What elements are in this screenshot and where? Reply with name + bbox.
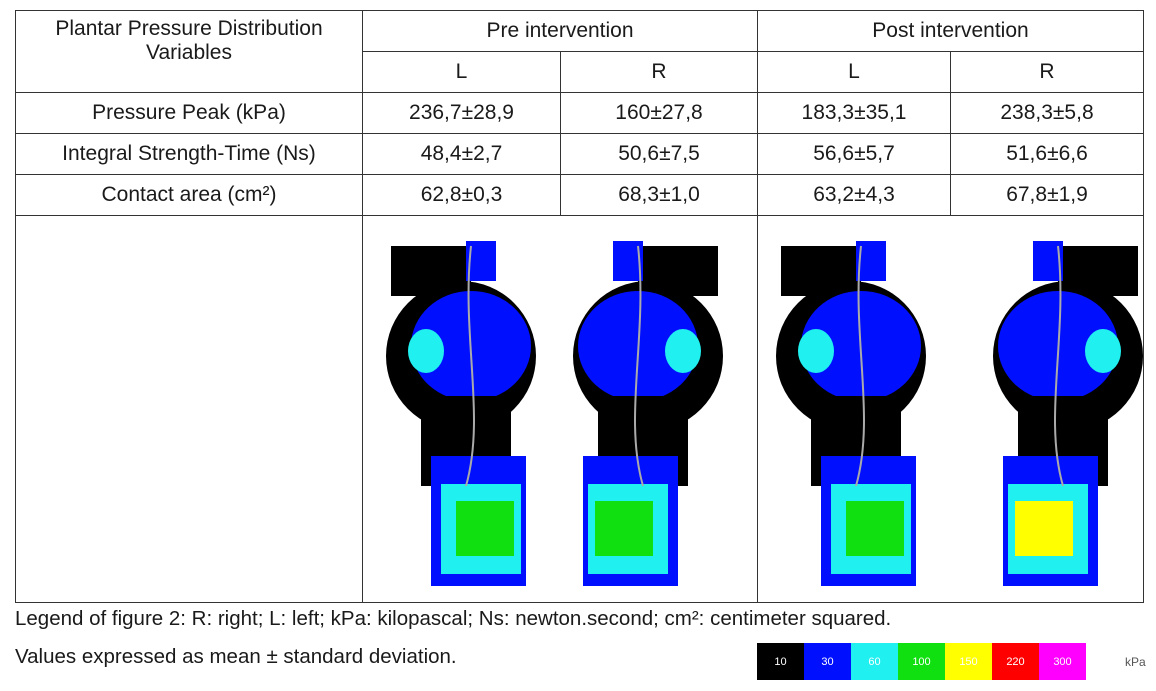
header-side: L: [758, 52, 951, 93]
scale-unit: kPa: [1125, 655, 1146, 669]
scale-step: 30: [804, 643, 851, 680]
scale-step: 60: [851, 643, 898, 680]
foot: [573, 241, 723, 586]
foot-heel: [1015, 501, 1073, 556]
header-side: L: [363, 52, 561, 93]
value-cell: 48,4±2,7: [363, 134, 561, 175]
foot-forefoot-hot: [1085, 329, 1121, 373]
scale-step: 10: [757, 643, 804, 680]
foot-heel: [595, 501, 653, 556]
results-table: Plantar Pressure Distribution Variables …: [15, 10, 1144, 603]
image-cell: [363, 216, 758, 603]
scale-step: 100: [898, 643, 945, 680]
value-cell: 50,6±7,5: [561, 134, 758, 175]
header-side: R: [951, 52, 1144, 93]
empty-cell: [16, 216, 363, 603]
value-cell: 68,3±1,0: [561, 175, 758, 216]
value-cell: 236,7±28,9: [363, 93, 561, 134]
value-cell: 62,8±0,3: [363, 175, 561, 216]
scale-step: 150: [945, 643, 992, 680]
variable-cell: Contact area (cm²): [16, 175, 363, 216]
variable-cell: Pressure Peak (kPa): [16, 93, 363, 134]
foot-forefoot-hot: [408, 329, 444, 373]
pressure-map: [363, 216, 758, 602]
caption: Values expressed as mean ± standard devi…: [15, 645, 457, 669]
foot-forefoot-hot: [665, 329, 701, 373]
scale-step: 300: [1039, 643, 1086, 680]
header-group: Pre intervention: [363, 11, 758, 52]
image-cell: [758, 216, 1144, 603]
foot-heel: [846, 501, 904, 556]
value-cell: 56,6±5,7: [758, 134, 951, 175]
foot: [993, 241, 1143, 586]
page: Plantar Pressure Distribution Variables …: [0, 0, 1156, 691]
value-cell: 183,3±35,1: [758, 93, 951, 134]
value-cell: 160±27,8: [561, 93, 758, 134]
header-variable: Plantar Pressure Distribution Variables: [16, 11, 363, 93]
value-cell: 238,3±5,8: [951, 93, 1144, 134]
scale-step: 220: [992, 643, 1039, 680]
foot: [776, 241, 926, 586]
header-side: R: [561, 52, 758, 93]
foot: [386, 241, 536, 586]
variable-cell: Integral Strength-Time (Ns): [16, 134, 363, 175]
caption: Legend of figure 2: R: right; L: left; k…: [15, 607, 891, 631]
foot-heel: [456, 501, 514, 556]
value-cell: 63,2±4,3: [758, 175, 951, 216]
pressure-map: [758, 216, 1144, 602]
foot-forefoot-hot: [798, 329, 834, 373]
header-group: Post intervention: [758, 11, 1144, 52]
value-cell: 67,8±1,9: [951, 175, 1144, 216]
value-cell: 51,6±6,6: [951, 134, 1144, 175]
